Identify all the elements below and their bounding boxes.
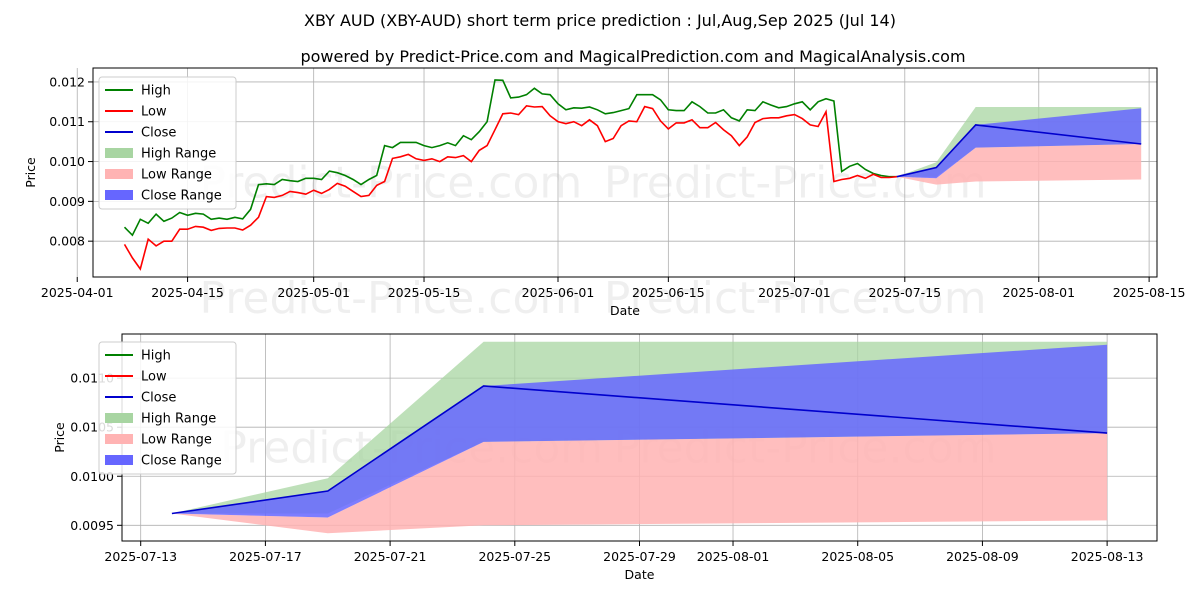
y-tick-label: 0.011 (49, 114, 85, 129)
low-range-area (171, 433, 1108, 534)
legend-label: High Range (141, 147, 216, 162)
legend-label: Close Range (141, 189, 222, 204)
x-tick-label: 2025-07-29 (603, 549, 676, 564)
x-tick-label: 2025-07-01 (758, 285, 831, 300)
low-series-line (123, 104, 897, 271)
high-series-line (123, 79, 897, 237)
x-tick-label: 2025-08-15 (1113, 285, 1186, 300)
legend-label: High Range (141, 412, 216, 427)
legend-swatch (105, 455, 133, 465)
watermark-text: Predict-Price.com (604, 158, 987, 209)
x-tick-label: 2025-06-15 (632, 285, 705, 300)
legend-box (98, 76, 237, 210)
watermark-text: Predict-Price.com (200, 273, 583, 324)
watermark-text: Predict-Price.com (604, 273, 987, 324)
bottom-panel: Predict-Price.comPredict-Price.com2025-0… (52, 333, 1158, 582)
x-tick-label: 2025-04-15 (151, 285, 224, 300)
legend: High Low Close High Range Low Range Close Ran… (98, 341, 237, 475)
legend-label: Close (141, 391, 176, 406)
x-tick-label: 2025-08-01 (1002, 285, 1075, 300)
legend-box (98, 341, 237, 475)
legend-swatch (105, 169, 133, 179)
legend-label: Low (141, 105, 167, 120)
close-series-line (171, 385, 1108, 515)
y-axis-label: Price (52, 422, 67, 453)
x-tick-label: 2025-05-15 (388, 285, 461, 300)
legend-label: Close Range (141, 454, 222, 469)
x-tick-label: 2025-08-09 (946, 549, 1019, 564)
close-range-area (171, 344, 1108, 518)
x-tick-label: 2025-07-17 (229, 549, 302, 564)
x-tick-label: 2025-07-15 (868, 285, 941, 300)
x-axis-label: Date (625, 567, 655, 582)
x-tick-label: 2025-08-05 (821, 549, 894, 564)
y-tick-label: 0.0095 (70, 518, 114, 533)
x-tick-label: 2025-06-01 (522, 285, 595, 300)
chart-subtitle: powered by Predict-Price.com and Magical… (300, 47, 965, 66)
legend-swatch (105, 148, 133, 158)
y-tick-label: 0.012 (49, 74, 85, 89)
x-tick-label: 2025-08-13 (1071, 549, 1144, 564)
x-tick-label: 2025-05-01 (277, 285, 350, 300)
close-series-line (896, 124, 1142, 178)
top-panel: Predict-Price.com Predict-Price.com Predic… (23, 67, 1186, 324)
legend-swatch (105, 434, 133, 444)
legend-label: Low (141, 370, 167, 385)
legend-label: Low Range (141, 168, 212, 183)
legend-swatch (105, 413, 133, 423)
legend-label: High (141, 349, 171, 364)
legend-swatch (105, 190, 133, 200)
chart-title: XBY AUD (XBY-AUD) short term price predi… (304, 11, 896, 30)
watermark-text: Predict-Price.com (200, 158, 583, 209)
x-tick-label: 2025-07-21 (354, 549, 427, 564)
y-tick-label: 0.010 (49, 154, 85, 169)
plot-frame (92, 67, 1158, 278)
low-range-area (896, 144, 1142, 185)
legend: High Low Close High Range Low Range Close Ran… (98, 76, 237, 210)
y-axis-label: Price (23, 157, 38, 188)
x-tick-label: 2025-08-01 (697, 549, 770, 564)
legend-label: Low Range (141, 433, 212, 448)
y-tick-label: 0.008 (49, 234, 85, 249)
x-axis-label: Date (610, 303, 640, 318)
legend-label: High (141, 84, 171, 99)
close-range-area (896, 108, 1142, 179)
x-tick-label: 2025-04-01 (41, 285, 114, 300)
x-tick-label: 2025-07-25 (478, 549, 551, 564)
x-tick-label: 2025-07-13 (104, 549, 177, 564)
y-tick-label: 0.009 (49, 194, 85, 209)
legend-label: Close (141, 126, 176, 141)
